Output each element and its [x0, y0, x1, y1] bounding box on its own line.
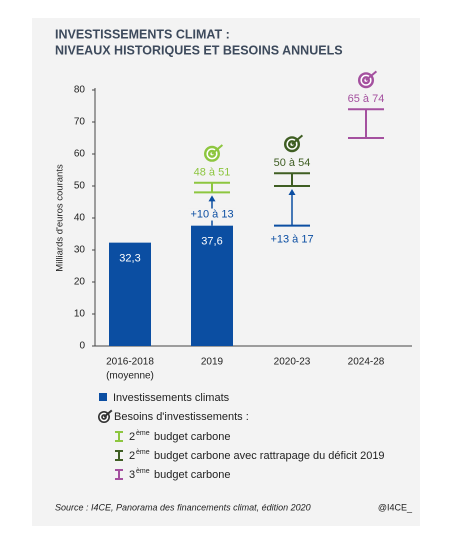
- increment-arrowhead: [208, 195, 216, 202]
- y-axis-label: Milliards d'euros courants: [55, 164, 66, 272]
- y-tick-label: 20: [74, 277, 86, 288]
- legend-label: Investissements climats: [113, 392, 230, 404]
- y-tick-label: 70: [74, 117, 86, 128]
- increment-label: +10 à 13: [190, 208, 233, 220]
- increment-arrowhead: [288, 189, 296, 195]
- target-icon: [291, 134, 304, 145]
- x-tick-label: 2020-23: [274, 357, 311, 368]
- label-bg: [188, 208, 236, 221]
- x-tick-label: 2016-2018: [106, 357, 154, 368]
- legend-suffix: ème: [136, 468, 150, 475]
- range-label: 50 à 54: [274, 157, 311, 169]
- bar-value-label: 37,6: [201, 236, 222, 248]
- y-tick-label: 0: [79, 341, 85, 352]
- y-tick-label: 80: [74, 85, 86, 96]
- target-icon: [360, 74, 372, 86]
- label-bg: [268, 233, 316, 246]
- y-tick-label: 40: [74, 213, 86, 224]
- x-tick-note: (moyenne): [106, 371, 154, 382]
- legend-suffix: ème: [136, 430, 150, 437]
- target-icon: [365, 70, 378, 81]
- legend-number: 2: [129, 450, 135, 462]
- target-icon: [99, 412, 109, 422]
- increment-label: +13 à 17: [270, 234, 313, 246]
- legend-label: budget carbone avec rattrapage du défici…: [154, 450, 385, 462]
- chart-title: INVESTISSEMENTS CLIMAT :: [55, 27, 230, 41]
- target-icon: [286, 138, 298, 150]
- legend-range-icon: [115, 469, 123, 480]
- bar-value-label: 32,3: [119, 253, 140, 265]
- y-tick-label: 30: [74, 245, 86, 256]
- x-tick-label: 2019: [201, 357, 224, 368]
- target-icon: [206, 148, 218, 160]
- credit: @I4CE_: [378, 502, 413, 512]
- target-icon: [211, 144, 224, 155]
- legend-label: budget carbone: [154, 431, 230, 443]
- bar: [191, 225, 233, 346]
- y-tick-label: 60: [74, 149, 86, 160]
- x-tick-label: 2024-28: [348, 357, 385, 368]
- legend-swatch: [99, 393, 107, 401]
- range-label: 65 à 74: [348, 93, 385, 105]
- legend-label: budget carbone: [154, 469, 230, 481]
- y-tick-label: 50: [74, 181, 86, 192]
- y-tick-label: 10: [74, 309, 86, 320]
- source: Source : I4CE, Panorama des financements…: [55, 502, 311, 512]
- legend-range-icon: [115, 431, 123, 442]
- target-icon: [103, 409, 113, 418]
- legend-range-icon: [115, 450, 123, 461]
- legend-label: Besoins d'investissements :: [114, 411, 249, 423]
- legend-number: 3: [129, 469, 135, 481]
- chart-subtitle: NIVEAUX HISTORIQUES ET BESOINS ANNUELS: [55, 43, 343, 57]
- legend-number: 2: [129, 431, 135, 443]
- bar: [109, 242, 151, 346]
- legend-suffix: ème: [136, 449, 150, 456]
- range-label: 48 à 51: [194, 167, 231, 179]
